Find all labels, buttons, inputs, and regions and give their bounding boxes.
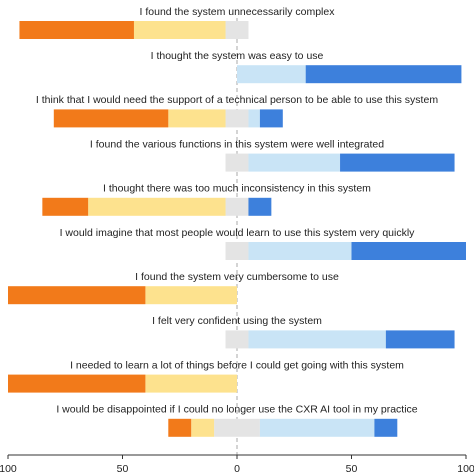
x-tick-label: 50 — [117, 463, 129, 474]
question-label: I would imagine that most people would l… — [60, 227, 416, 239]
bar-segment — [53, 109, 169, 128]
bar-segment — [145, 374, 237, 393]
bar-segment — [248, 197, 272, 216]
question-label: I think that I would need the support of… — [36, 94, 438, 106]
x-tick-label: 100 — [0, 463, 17, 474]
question-label: I felt very confident using the system — [152, 315, 322, 327]
x-tick-label: 100 — [457, 463, 474, 474]
bar-segment — [225, 21, 249, 39]
bar-segment — [248, 153, 341, 172]
bar-segment — [225, 153, 249, 172]
bar-segment — [8, 286, 146, 305]
bar-segment — [8, 374, 146, 393]
x-tick-label: 0 — [234, 463, 240, 474]
bar-segment — [191, 418, 215, 437]
bar-segment — [259, 418, 375, 437]
bar-segment — [259, 109, 283, 128]
bar-segment — [133, 21, 226, 39]
bar-segment — [42, 197, 89, 216]
bar-segment — [168, 418, 192, 437]
question-label: I needed to learn a lot of things before… — [70, 359, 404, 371]
bar-segment — [374, 418, 398, 437]
bar-segment — [351, 242, 466, 260]
question-label: I found the system very cumbersome to us… — [135, 271, 339, 283]
question-label: I thought the system was easy to use — [151, 50, 324, 62]
bar-segment — [248, 242, 352, 260]
bar-segment — [168, 109, 226, 128]
x-tick-label: 50 — [346, 463, 358, 474]
bar-segment — [225, 330, 249, 349]
bar-segment — [225, 197, 249, 216]
bar-segment — [248, 109, 260, 128]
question-label: I found the various functions in this sy… — [90, 138, 384, 150]
bar-segment — [225, 109, 249, 128]
bar-segment — [19, 21, 134, 39]
bar-segment — [248, 330, 386, 349]
question-label: I would be disappointed if I could no lo… — [56, 404, 417, 416]
question-label: I thought there was too much inconsisten… — [103, 183, 371, 195]
bar-segment — [305, 65, 462, 84]
question-label: I found the system unnecessarily complex — [140, 6, 336, 18]
bar-segment — [385, 330, 455, 349]
bar-segment — [88, 197, 226, 216]
bar-segment — [340, 153, 455, 172]
bar-segment — [214, 418, 260, 437]
bar-segment — [145, 286, 237, 305]
bar-segment — [237, 65, 306, 84]
bar-segment — [225, 242, 249, 260]
